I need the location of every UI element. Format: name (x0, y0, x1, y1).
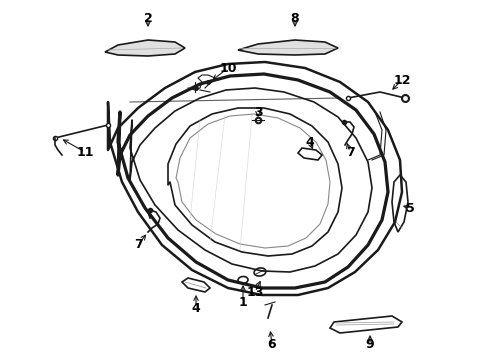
Text: 11: 11 (76, 145, 94, 158)
Text: 9: 9 (366, 338, 374, 351)
Text: 7: 7 (134, 238, 143, 252)
Text: 1: 1 (239, 296, 247, 309)
Text: 8: 8 (291, 12, 299, 24)
Text: 12: 12 (393, 73, 411, 86)
Text: 4: 4 (192, 302, 200, 315)
Text: 6: 6 (268, 338, 276, 351)
Text: 13: 13 (246, 285, 264, 298)
Text: 10: 10 (219, 62, 237, 75)
Text: 4: 4 (306, 135, 315, 148)
Text: 2: 2 (144, 12, 152, 24)
Polygon shape (238, 40, 338, 55)
Text: 3: 3 (254, 105, 262, 118)
Text: 5: 5 (406, 202, 415, 215)
Text: 7: 7 (345, 145, 354, 158)
Polygon shape (105, 40, 185, 56)
